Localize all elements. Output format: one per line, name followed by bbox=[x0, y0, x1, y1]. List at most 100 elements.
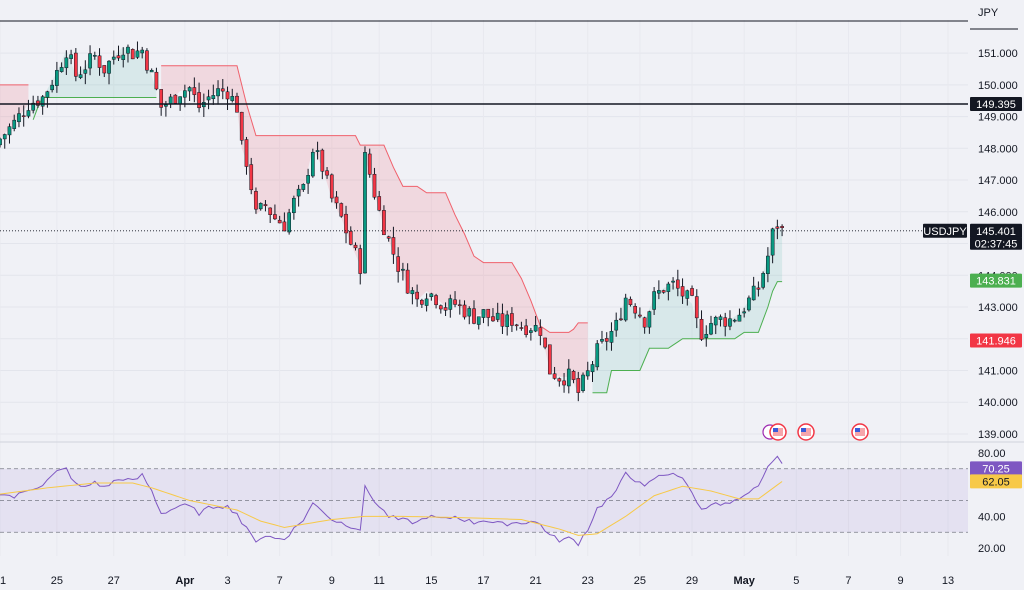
candle-body bbox=[73, 52, 78, 77]
time-tick-label: 25 bbox=[51, 575, 63, 587]
candle-body bbox=[55, 70, 59, 86]
candle-body bbox=[206, 96, 211, 101]
candle-body bbox=[770, 228, 775, 256]
candle-body bbox=[135, 50, 140, 58]
time-tick-label: 17 bbox=[477, 575, 489, 587]
economic-event-flag-icon[interactable] bbox=[851, 423, 869, 441]
candle-body bbox=[396, 256, 401, 272]
candle-body bbox=[557, 378, 562, 382]
time-tick-label: 21 bbox=[529, 575, 541, 587]
rsi-ma-line bbox=[0, 481, 783, 536]
candle-body bbox=[168, 96, 173, 105]
candle-body bbox=[315, 150, 320, 152]
candle-body bbox=[69, 54, 73, 59]
svg-text:USDJPY: USDJPY bbox=[923, 226, 967, 238]
candle-body bbox=[26, 110, 31, 117]
candle-body bbox=[652, 291, 656, 310]
candle-body bbox=[628, 298, 633, 305]
candle-body bbox=[775, 226, 780, 229]
time-tick-label: 5 bbox=[793, 575, 799, 587]
candle-body bbox=[751, 285, 756, 301]
candle-body bbox=[377, 196, 382, 211]
candle-body bbox=[737, 314, 742, 322]
time-tick-label: May bbox=[733, 575, 755, 587]
candle-body bbox=[268, 207, 273, 215]
candle-body bbox=[500, 313, 505, 327]
candle-body bbox=[263, 204, 268, 206]
candle-body bbox=[756, 287, 761, 290]
candle-body bbox=[405, 269, 410, 294]
candle-body bbox=[187, 87, 192, 92]
candle-body bbox=[12, 119, 17, 129]
svg-text:149.395: 149.395 bbox=[976, 99, 1016, 111]
candle-body bbox=[486, 308, 491, 318]
candle-body bbox=[36, 100, 40, 106]
candle-body bbox=[239, 111, 244, 141]
candle-body bbox=[633, 306, 638, 314]
candle-body bbox=[192, 87, 197, 95]
economic-event-flag-icon[interactable] bbox=[797, 423, 815, 441]
price-tick-label: 150.000 bbox=[978, 80, 1018, 92]
candle-body bbox=[287, 212, 291, 233]
candle-body bbox=[45, 91, 50, 98]
candle-body bbox=[543, 337, 547, 348]
currency-label: JPY bbox=[978, 7, 999, 19]
candle-body bbox=[216, 88, 220, 97]
candle-body bbox=[329, 174, 334, 199]
candle-body bbox=[149, 69, 154, 73]
supertrend-down-fill bbox=[161, 65, 588, 393]
candle-body bbox=[296, 188, 301, 197]
candle-body bbox=[367, 153, 372, 175]
candle-body bbox=[178, 96, 182, 105]
time-tick-label: 7 bbox=[845, 575, 851, 587]
candle-body bbox=[0, 138, 2, 146]
candle-body bbox=[344, 213, 348, 234]
supertrend-up-fill bbox=[592, 224, 783, 393]
candle-body bbox=[17, 113, 21, 123]
candle-body bbox=[339, 203, 344, 217]
candle-body bbox=[64, 57, 69, 69]
candle-body bbox=[348, 230, 353, 245]
candle-body bbox=[481, 309, 486, 318]
candle-body bbox=[334, 196, 339, 204]
candle-body bbox=[699, 318, 704, 340]
price-tick-label: 140.000 bbox=[978, 397, 1018, 409]
candle-body bbox=[476, 316, 481, 325]
candle-body bbox=[244, 139, 249, 167]
svg-text:62.05: 62.05 bbox=[982, 476, 1010, 488]
candle-body bbox=[434, 295, 438, 306]
bar-countdown-tag: 02:37:45 bbox=[970, 236, 1022, 250]
candle-body bbox=[457, 304, 462, 307]
rsi-ma-value-tag: 62.05 bbox=[970, 474, 1022, 489]
candle-body bbox=[363, 152, 367, 274]
price-tick-label: 148.000 bbox=[978, 143, 1018, 155]
candle-body bbox=[88, 53, 92, 69]
candle-body bbox=[728, 318, 732, 327]
candle-body bbox=[675, 279, 680, 289]
candle-body bbox=[140, 49, 145, 54]
candle-body bbox=[467, 308, 472, 317]
candle-body bbox=[690, 288, 694, 296]
candle-body bbox=[614, 319, 619, 331]
candle-body bbox=[462, 304, 467, 318]
price-tick-label: 151.000 bbox=[978, 48, 1018, 60]
time-tick-label: 15 bbox=[425, 575, 437, 587]
economic-event-flag-icon[interactable] bbox=[769, 423, 787, 441]
candle-body bbox=[386, 236, 391, 239]
candle-body bbox=[2, 134, 7, 140]
supertrend-up-line bbox=[32, 97, 157, 120]
candle-body bbox=[666, 283, 671, 292]
candle-body bbox=[604, 338, 609, 342]
candle-body bbox=[159, 89, 164, 108]
candle-body bbox=[761, 273, 765, 288]
candle-body bbox=[325, 170, 329, 176]
candle-body bbox=[713, 316, 718, 326]
candle-body bbox=[642, 317, 647, 328]
candle-body bbox=[292, 197, 296, 214]
candle-body bbox=[742, 311, 747, 314]
candle-body bbox=[694, 296, 699, 319]
svg-text:145.401: 145.401 bbox=[976, 226, 1016, 238]
candle-body bbox=[704, 334, 709, 339]
candle-body bbox=[320, 149, 325, 172]
